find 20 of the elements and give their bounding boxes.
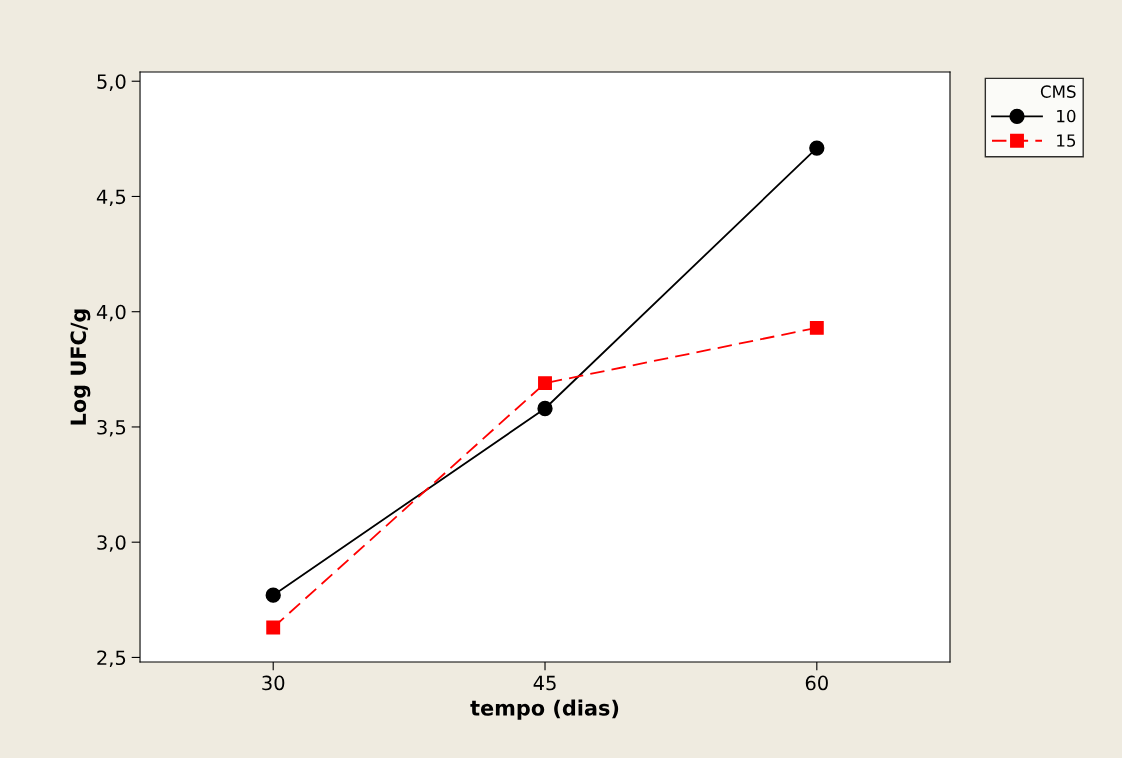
y-axis-title: Log UFC/g	[70, 309, 91, 425]
x-tick-label: 45	[533, 675, 556, 691]
point	[266, 620, 281, 635]
x-axis-title: tempo (dias)	[470, 699, 619, 720]
point	[265, 587, 281, 603]
legend-label: 15	[1057, 134, 1076, 147]
point	[538, 376, 552, 391]
point	[809, 140, 825, 156]
legend-label: 10	[1057, 109, 1076, 123]
point	[809, 320, 824, 335]
y-tick-label: 3,0	[97, 535, 126, 552]
y-tick-label: 4,0	[96, 304, 126, 322]
y-tick-label: 4,5	[96, 189, 126, 207]
point	[537, 400, 553, 417]
y-tick-label: 2,5	[97, 650, 126, 668]
legend-title: CMS	[1040, 85, 1076, 98]
y-tick-label: 3,5	[97, 419, 126, 437]
x-tick-label: 60	[805, 675, 828, 691]
x-tick-label: 30	[262, 675, 285, 691]
y-tick-label: 5,0	[97, 74, 126, 91]
